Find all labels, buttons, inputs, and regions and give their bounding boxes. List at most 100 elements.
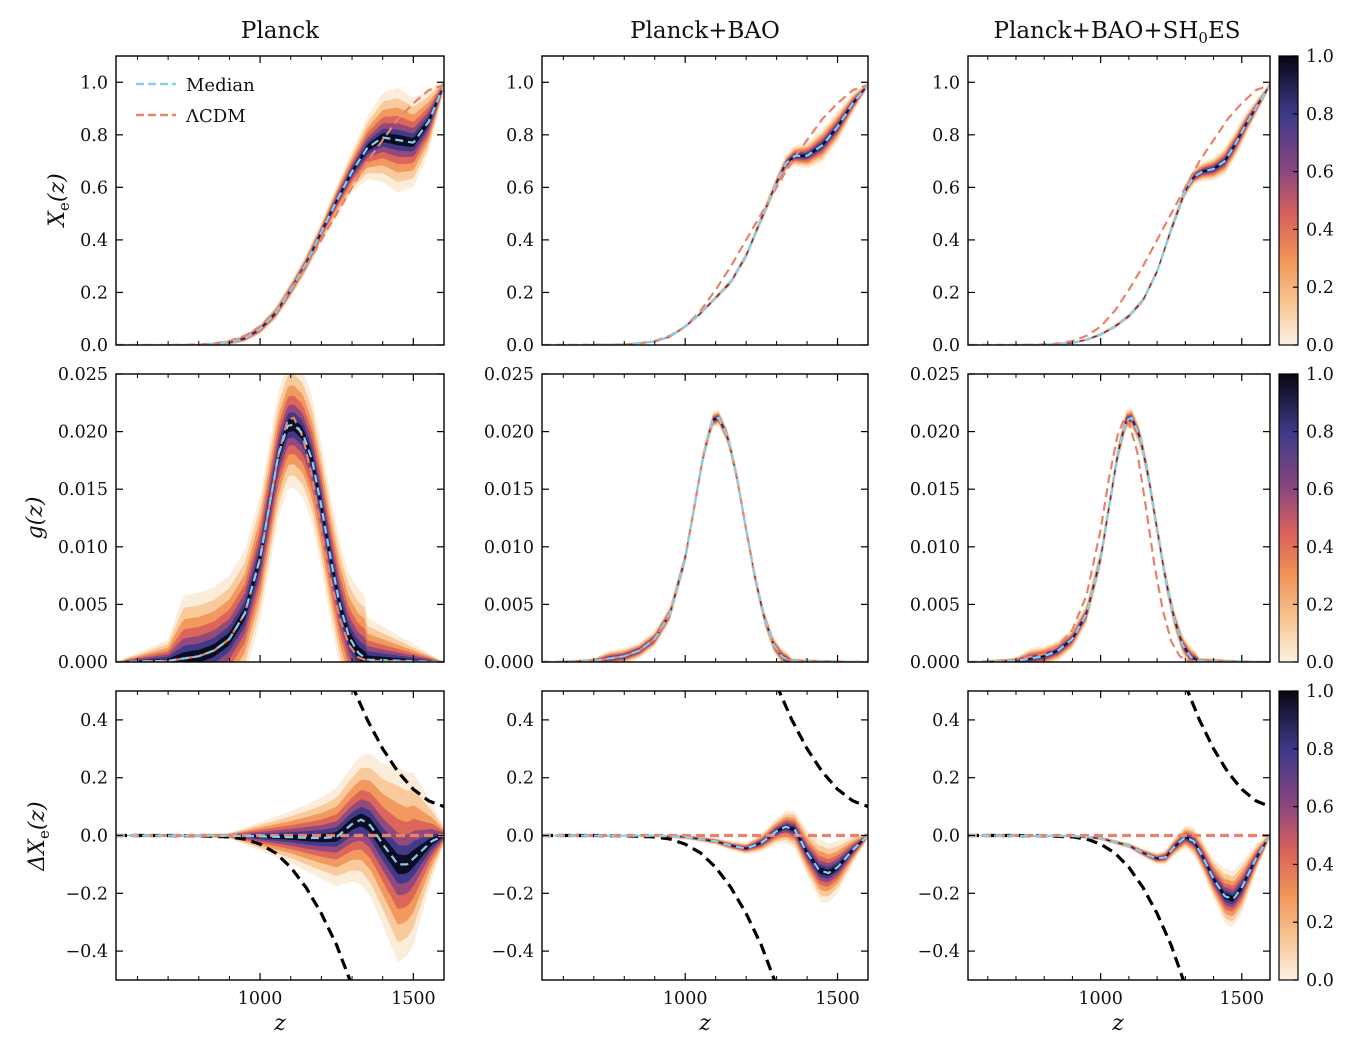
panel-dx-bao-ytick-label: 0.2 [506, 769, 534, 789]
panel-dx-shoes-ytick-label: 0.2 [932, 769, 960, 789]
panel-g-shoes-ytick-label: 0.025 [910, 365, 960, 385]
panel-g-bao: 0.000 0.005 0.010 0.015 0.020 0.025 [484, 365, 869, 673]
panel-xe-bao-plot-area [542, 82, 868, 345]
colorbar-dx-tick-label: 0.6 [1306, 798, 1334, 818]
panel-g-planck-ytick-label: 0.010 [58, 538, 108, 558]
colorbar-dx-tick-label: 0.0 [1306, 971, 1334, 991]
panel-g-shoes: 0.000 0.005 0.010 0.015 0.020 0.025 [910, 365, 1271, 673]
panel-dx-planck-xtick-label: 1000 [238, 989, 283, 1009]
panel-xe-bao-ytick-label: 0.6 [506, 178, 534, 198]
panel-xe-shoes-ytick-label: 0.8 [932, 126, 960, 146]
panel-g-shoes-plot-area [968, 407, 1270, 662]
panel-dx-bao-ytick-label: −0.2 [492, 884, 535, 904]
panel-g-planck-ytick-label: 0.015 [58, 480, 108, 500]
xlabel-planck-bao: z [698, 1011, 711, 1036]
colorbar-g-tick-label: 0.4 [1306, 538, 1334, 558]
panel-dx-planck-plot-area [116, 691, 444, 980]
panel-dx-shoes: −0.4 −0.2 0.0 0.2 0.4 1000 1500 [918, 690, 1271, 1009]
colorbar-xe-tick-label: 1.0 [1306, 47, 1334, 67]
colorbar-xe-tick-label: 0.6 [1306, 163, 1334, 183]
panel-g-planck-ytick-label: 0.005 [58, 595, 108, 615]
ylabel-g-tail: (z) [23, 497, 48, 526]
panel-g-shoes-ytick-label: 0.020 [910, 423, 960, 443]
panel-g-planck-plot-area [116, 374, 444, 662]
panel-xe-planck-density-band-4 [116, 83, 444, 345]
panel-xe-bao-ytick-label: 0.2 [506, 283, 534, 303]
panel-g-bao-ytick-label: 0.020 [484, 423, 534, 443]
xlabel-planck: z [273, 1011, 286, 1036]
panel-xe-planck-plot-area [116, 79, 444, 345]
panel-dx-bao-ytick-label: 0.4 [506, 711, 534, 731]
ylabel-g-main: g [23, 525, 48, 539]
panel-dx-bao-upper-bound-curve [777, 691, 868, 809]
panel-g-bao-lcdm-curve [542, 416, 868, 662]
panel-g-shoes-frame [967, 373, 1271, 663]
panel-g-bao-ytick-label: 0.025 [484, 365, 534, 385]
colorbar-xe-tick-label: 0.0 [1306, 336, 1334, 356]
panel-dx-planck-density-band-6 [116, 813, 444, 875]
panel-xe-shoes-density-band-1 [968, 82, 1270, 345]
colorbar-g-tick-label: 0.8 [1306, 423, 1334, 443]
panel-xe-shoes-density-band-5 [968, 84, 1270, 345]
panel-xe-planck-ytick-label: 0.0 [80, 336, 108, 356]
legend-lcdm-label: ΛCDM [185, 106, 246, 127]
colorbar-xe-tick-label: 0.8 [1306, 105, 1334, 125]
xlabel-planck-bao-shoes: z [1111, 1011, 1124, 1036]
panel-xe-shoes-density-band-2 [968, 83, 1270, 345]
colorbar-dx-tick-label: 1.0 [1306, 682, 1334, 702]
panel-dx-bao-ytick-label: −0.4 [492, 942, 535, 962]
colorbar-dx-tick-label: 0.2 [1306, 913, 1334, 933]
colorbar-xe-tick-label: 0.2 [1306, 278, 1334, 298]
panel-xe-shoes-ytick-label: 1.0 [932, 73, 960, 93]
panel-xe-bao-frame [541, 55, 869, 346]
panel-xe-shoes-frame [967, 55, 1271, 346]
panel-g-bao-ytick-label: 0.010 [484, 538, 534, 558]
panel-g-planck-median-curve [116, 423, 444, 662]
panel-g-shoes-lcdm-curve [968, 416, 1270, 662]
ylabel-delta-xe: ΔXe(z) [25, 801, 53, 871]
column-title-planck-bao: Planck+BAO [630, 18, 780, 44]
panel-xe-shoes-density-band-6 [968, 84, 1270, 345]
colorbar-xe-bar [1278, 55, 1299, 346]
colorbar-g-tick-label: 1.0 [1306, 365, 1334, 385]
panel-xe-shoes-median-curve [968, 85, 1270, 345]
panel-xe-shoes-density-band-4 [968, 84, 1270, 345]
ylabel-g: g(z) [23, 497, 48, 540]
panel-dx-planck-ytick-label: 0.0 [80, 827, 108, 847]
colorbar-g-bar [1278, 373, 1299, 663]
column-title-shoes-main: Planck+BAO+SH [994, 18, 1199, 44]
panel-dx-planck-median-curve [116, 818, 444, 866]
panel-dx-planck-xtick-label: 1500 [391, 989, 436, 1009]
panel-dx-shoes-ytick-label: 0.4 [932, 711, 960, 731]
ylabel-delta-xe-tail: (z) [25, 801, 50, 830]
panel-xe-planck-ytick-label: 0.8 [80, 126, 108, 146]
panel-dx-bao-density-band-6 [542, 825, 868, 876]
panel-g-planck-density-band-6 [116, 418, 444, 662]
panel-dx-planck-upper-bound-curve [352, 691, 444, 809]
panel-dx-planck-ytick-label: 0.2 [80, 769, 108, 789]
panel-xe-shoes-ytick-label: 0.2 [932, 283, 960, 303]
column-title-planck-bao-shoes: Planck+BAO+SH0ES [994, 18, 1241, 47]
panel-xe-bao-ytick-label: 1.0 [506, 73, 534, 93]
panel-xe-shoes-density-band-3 [968, 83, 1270, 345]
panel-g-shoes-density-band-0 [968, 407, 1270, 662]
panel-g-bao-frame [541, 373, 869, 663]
colorbar-g-tick-label: 0.2 [1306, 595, 1334, 615]
panel-xe-bao-ytick-label: 0.4 [506, 231, 534, 251]
panel-xe-shoes-ytick-label: 0.0 [932, 336, 960, 356]
panel-g-bao-plot-area [542, 409, 868, 662]
panel-g-planck-frame [115, 373, 445, 663]
panel-xe-planck-ytick-label: 0.4 [80, 231, 108, 251]
panel-dx-shoes-ytick-label: 0.0 [932, 827, 960, 847]
panel-dx-bao-density-band-5 [542, 823, 868, 879]
panel-dx-bao-lower-bound-curve [542, 833, 777, 980]
panel-dx-planck: −0.4 −0.2 0.0 0.2 0.4 1000 1500 [66, 690, 445, 1009]
panel-dx-planck-ytick-label: 0.4 [80, 711, 108, 731]
panel-xe-planck-ytick-label: 1.0 [80, 73, 108, 93]
panel-xe-planck-median-curve [116, 85, 444, 345]
panel-g-shoes-median-curve [968, 416, 1270, 662]
panel-dx-planck-ytick-label: −0.4 [66, 942, 109, 962]
panel-g-planck-density-band-5 [116, 412, 444, 662]
colorbar-dx: 0.0 0.2 0.4 0.6 0.8 1.0 [1278, 682, 1334, 991]
